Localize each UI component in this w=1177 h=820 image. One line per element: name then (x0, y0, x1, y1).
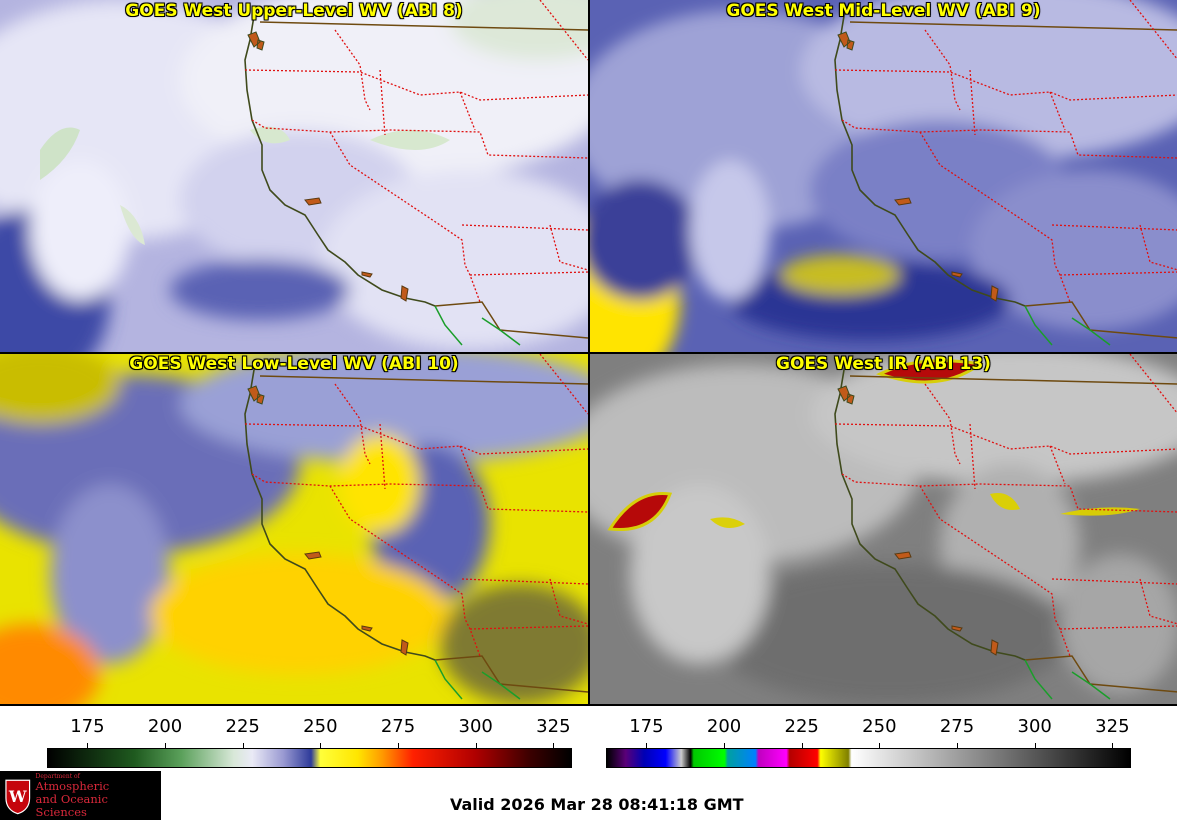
wv-tick-mark (242, 743, 244, 748)
wv-tick-label: 325 (536, 716, 571, 737)
logo-line1: Atmospheric (35, 778, 110, 793)
svg-text:W: W (8, 786, 27, 805)
wv-tick-label: 250 (303, 716, 338, 737)
wv-tick-mark (475, 743, 477, 748)
upper-level-wv-image (0, 0, 588, 352)
wv-tick-label: 200 (147, 716, 183, 737)
ir-tick-label: 225 (784, 716, 819, 737)
valid-time-label: Valid 2026 Mar 28 08:41:18 GMT (450, 795, 744, 814)
mid-level-wv-image (590, 0, 1177, 352)
wv-tick-label: 300 (458, 716, 493, 737)
low-level-wv-image (0, 354, 588, 706)
wv-color-scale: 175 200 225 250 275 300 325 (47, 715, 572, 769)
panel-title-mid: GOES West Mid-Level WV (ABI 9) (726, 1, 1041, 21)
logo-department: Department of (35, 772, 80, 780)
wv-color-bar (47, 748, 572, 768)
panel-title-ir: GOES West IR (ABI 13) (776, 354, 991, 374)
ir-tick-mark (879, 743, 881, 748)
ir-panel (590, 354, 1177, 706)
panel-title-low: GOES West Low-Level WV (ABI 10) (129, 354, 459, 374)
wv-tick-mark (165, 743, 167, 748)
ir-tick-mark (1112, 743, 1114, 748)
ir-tick-label: 275 (939, 716, 975, 737)
ir-image (590, 354, 1177, 706)
wv-tick-mark (553, 743, 555, 748)
wv-tick-label: 175 (70, 716, 105, 737)
university-seal-icon: W (5, 779, 31, 814)
mid-level-wv-panel (590, 0, 1177, 352)
wv-tick-label: 275 (380, 716, 416, 737)
low-level-wv-panel (0, 354, 588, 706)
ir-tick-label: 325 (1095, 716, 1130, 737)
bottom-border (0, 704, 1177, 706)
wv-tick-mark (398, 743, 400, 748)
ir-tick-mark (646, 743, 648, 748)
ir-tick-label: 200 (706, 716, 742, 737)
ir-tick-mark (724, 743, 726, 748)
ir-color-scale: 175 200 225 250 275 300 325 (606, 715, 1131, 769)
ir-color-bar (606, 748, 1131, 768)
ir-tick-mark (801, 743, 803, 748)
wv-tick-mark (320, 743, 322, 748)
wv-tick-mark (87, 743, 89, 748)
upper-level-wv-panel (0, 0, 588, 352)
ir-tick-mark (1034, 743, 1036, 748)
horizontal-divider (0, 352, 1177, 354)
ir-tick-label: 175 (629, 716, 664, 737)
ir-tick-mark (957, 743, 959, 748)
ir-tick-label: 250 (862, 716, 897, 737)
ir-tick-label: 300 (1017, 716, 1052, 737)
panel-title-upper: GOES West Upper-Level WV (ABI 8) (125, 1, 463, 21)
wv-tick-label: 225 (225, 716, 260, 737)
logo-line2: and Oceanic Sciences (35, 791, 108, 819)
uw-aos-logo: W Department of Atmospheric and Oceanic … (0, 771, 161, 820)
